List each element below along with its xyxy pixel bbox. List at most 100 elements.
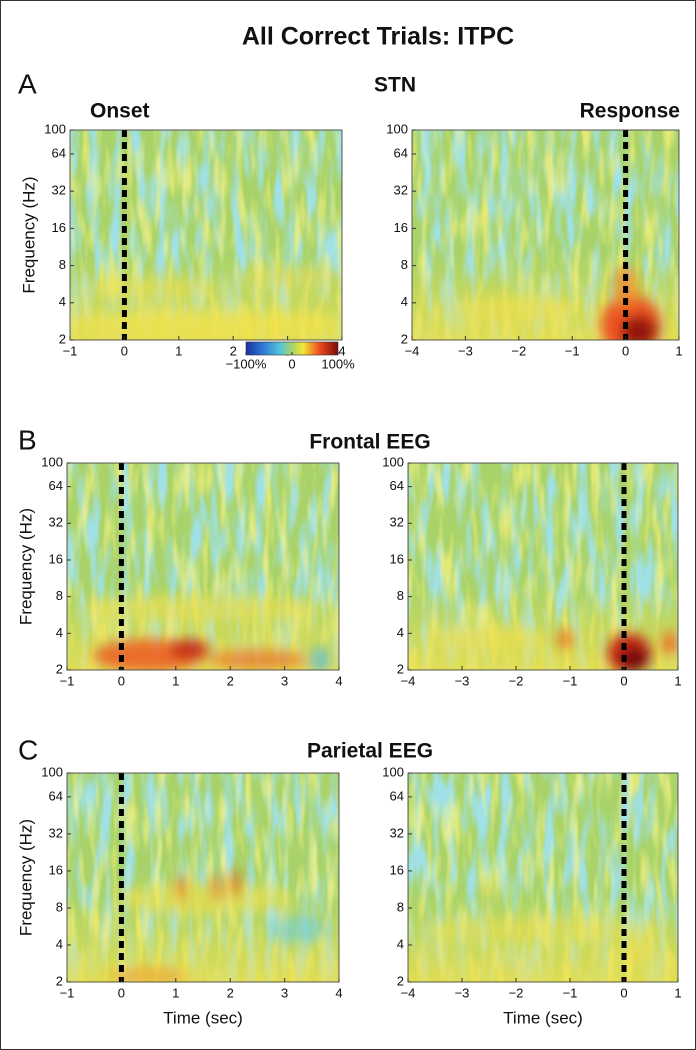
heatmap-blob [176,873,187,902]
heatmap-blob [617,936,658,965]
y-tick-label: 32 [394,183,408,198]
heatmap-blob [481,875,497,900]
x-tick-label: 0 [620,673,627,688]
plot-frame [69,129,343,341]
y-tick-label: 64 [49,788,63,803]
plot-frame [411,129,680,341]
y-tick-label: 4 [56,936,63,951]
y-tick-label: 8 [59,257,66,272]
y-tick-label: 8 [56,588,63,603]
y-tick-label: 32 [52,183,66,198]
heatmap-band [67,463,339,670]
heatmap [67,463,339,670]
heatmap-blob [458,294,579,323]
y-tick-label: 64 [390,788,404,803]
x-tick-label: 4 [338,343,345,358]
y-tick-label: 16 [390,551,404,566]
panel-label: C [18,734,38,765]
y-tick-label: 2 [59,331,66,346]
heatmap-blob [309,645,330,670]
x-tick-label: 3 [281,673,288,688]
x-tick-label: −1 [60,673,75,688]
x-tick-label: 2 [227,673,234,688]
x-tick-label: 4 [335,985,342,1000]
panel-title: Frontal EEG [309,431,430,454]
y-tick-label: 2 [397,661,404,676]
colorbar-label: 100% [321,356,355,371]
x-tick-label: −2 [511,343,526,358]
heatmap-band [70,130,342,340]
heatmap-blob [429,626,549,651]
y-tick-label: 4 [397,625,404,640]
heatmap-blobs [458,265,661,340]
x-tick-label: −4 [401,985,416,1000]
x-tick-label: 2 [230,343,237,358]
heatmap-blob [230,869,241,898]
heatmap [412,130,679,340]
heatmap-blob [211,873,222,902]
x-tick-label: −1 [565,343,580,358]
plot-frame [66,772,340,983]
colorbar-label: 0 [288,356,295,371]
panel-title: STN [374,74,416,97]
x-tick-label: 4 [335,673,342,688]
y-tick-label: 8 [397,588,404,603]
y-tick-label: 2 [56,661,63,676]
x-tick-label: −4 [405,343,420,358]
y-tick-label: 4 [59,294,66,309]
y-tick-label: 4 [56,625,63,640]
y-tick-label: 100 [382,764,404,779]
x-tick-label: 1 [172,673,179,688]
heatmap-blobs [83,593,330,670]
y-tick-label: 8 [397,899,404,914]
y-tick-label: 16 [49,551,63,566]
heatmap-blob [70,311,342,340]
heatmap-blob [169,639,210,660]
heatmap-blob [620,647,649,670]
x-tick-label: 1 [172,985,179,1000]
x-tick-label: 1 [674,673,681,688]
x-tick-label: −3 [455,985,470,1000]
heatmap-blob [556,628,573,649]
y-tick-label: 100 [44,121,66,136]
y-tick-label: 32 [390,515,404,530]
panel-label: A [18,68,37,99]
y-tick-label: 16 [49,862,63,877]
heatmap-blob [91,277,212,298]
x-tick-label: 0 [620,985,627,1000]
plot-frame [407,772,679,983]
y-tick-label: 100 [386,121,408,136]
y-tick-label: 2 [397,973,404,988]
heatmap-blob [207,649,308,670]
plot-frame [407,462,679,671]
y-tick-label: 16 [394,220,408,235]
heatmap [408,463,678,670]
y-tick-label: 8 [401,257,408,272]
x-axis-label: Time (sec) [503,1008,583,1027]
colorbar-label: −100% [226,356,267,371]
y-tick-label: 32 [49,515,63,530]
x-tick-label: −4 [401,673,416,688]
heatmap-blob [423,915,663,944]
y-tick-label: 8 [56,899,63,914]
heatmap-blobs [429,626,678,670]
y-tick-label: 4 [397,936,404,951]
figure-title: All Correct Trials: ITPC [242,23,514,51]
heatmap-blob [661,631,678,656]
x-tick-label: 0 [118,985,125,1000]
x-tick-label: 0 [622,343,629,358]
y-tick-label: 16 [52,220,66,235]
x-tick-label: −1 [60,985,75,1000]
y-tick-label: 32 [390,825,404,840]
heatmap [408,773,678,982]
y-axis-label: Frequency (Hz) [16,508,35,625]
heatmap [70,130,342,340]
heatmap-band [67,773,339,982]
x-tick-label: −1 [563,985,578,1000]
x-tick-label: 0 [118,673,125,688]
y-tick-label: 64 [390,478,404,493]
x-tick-label: 0 [121,343,128,358]
column-title: Onset [90,100,150,123]
x-tick-label: 1 [675,343,682,358]
